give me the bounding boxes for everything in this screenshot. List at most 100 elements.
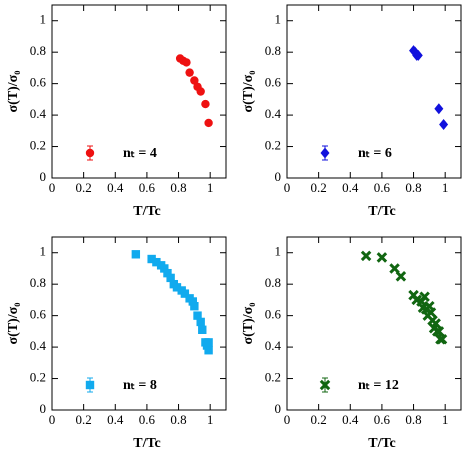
marker	[395, 271, 407, 282]
y-axis-label: σ(T)/σ₀	[6, 303, 21, 345]
marker	[360, 250, 372, 262]
x-tick-label: 0.2	[76, 412, 92, 427]
x-tick-label: 0.4	[107, 180, 124, 195]
y-axis-label: σ(T)/σ₀	[241, 71, 256, 113]
legend-label: nₜ = 8	[123, 378, 157, 393]
x-tick-label: 0.8	[405, 412, 421, 427]
y-tick-label: 0.2	[265, 138, 281, 153]
x-tick-label: 0	[49, 180, 56, 195]
y-tick-label: 0.8	[30, 275, 46, 290]
x-axis-label: T/Tc	[133, 436, 161, 451]
legend-marker	[320, 147, 330, 159]
y-tick-label: 0.4	[265, 338, 282, 353]
x-tick-label: 0.2	[76, 180, 92, 195]
plot-frame	[51, 236, 227, 411]
marker	[185, 68, 194, 77]
marker	[198, 325, 207, 334]
marker	[436, 333, 448, 345]
x-tick-label: 1	[442, 412, 449, 427]
legend-marker	[319, 379, 331, 391]
x-tick-label: 0.6	[374, 412, 391, 427]
y-tick-label: 0.8	[30, 43, 46, 58]
legend-marker	[85, 380, 95, 390]
y-tick-label: 1	[275, 12, 282, 27]
y-tick-label: 0.8	[265, 43, 281, 58]
legend-label: nₜ = 12	[358, 378, 399, 393]
marker	[190, 302, 199, 311]
x-tick-label: 1	[207, 412, 214, 427]
marker	[196, 87, 205, 96]
x-tick-label: 0.4	[342, 412, 359, 427]
x-tick-label: 1	[442, 180, 449, 195]
x-axis-label: T/Tc	[133, 204, 161, 219]
x-tick-label: 0.6	[139, 180, 156, 195]
x-tick-label: 0.6	[374, 180, 391, 195]
y-tick-label: 0.2	[265, 370, 281, 385]
y-tick-label: 0	[275, 169, 282, 184]
marker	[180, 289, 190, 298]
marker	[376, 252, 388, 263]
x-tick-label: 0	[284, 412, 291, 427]
marker	[439, 119, 449, 131]
marker	[430, 318, 441, 329]
marker	[190, 76, 199, 85]
marker	[204, 338, 213, 347]
marker	[433, 326, 445, 337]
y-tick-label: 1	[40, 244, 47, 259]
x-tick-label: 0.4	[107, 412, 124, 427]
y-tick-label: 0.6	[265, 307, 282, 322]
marker	[131, 250, 141, 259]
y-axis-label: σ(T)/σ₀	[241, 303, 256, 345]
y-tick-label: 1	[40, 12, 47, 27]
marker	[201, 99, 210, 109]
marker	[204, 118, 213, 128]
y-tick-label: 0.8	[265, 275, 281, 290]
legend-label: nₜ = 6	[358, 146, 392, 161]
marker	[152, 257, 161, 267]
y-axis-label: σ(T)/σ₀	[6, 71, 21, 113]
x-tick-label: 0.2	[311, 180, 327, 195]
plot-frame	[286, 236, 462, 411]
y-tick-label: 1	[275, 244, 282, 259]
marker	[196, 317, 205, 327]
x-tick-label: 0.2	[311, 412, 327, 427]
marker	[193, 311, 202, 320]
y-tick-label: 0.4	[265, 106, 282, 121]
y-tick-label: 0	[40, 401, 47, 416]
y-tick-label: 0	[275, 401, 282, 416]
x-axis-label: T/Tc	[368, 204, 396, 219]
marker	[204, 346, 213, 355]
x-tick-label: 0.8	[170, 412, 186, 427]
x-tick-label: 0	[284, 180, 291, 195]
x-tick-label: 0.8	[405, 180, 421, 195]
x-tick-label: 0.8	[170, 180, 186, 195]
y-tick-label: 0.6	[30, 75, 47, 90]
y-tick-label: 0.6	[265, 75, 282, 90]
legend-label: nₜ = 4	[123, 146, 157, 161]
marker	[389, 263, 400, 274]
marker	[188, 297, 197, 306]
x-tick-label: 0.6	[139, 412, 156, 427]
y-tick-label: 0	[40, 169, 47, 184]
marker	[163, 268, 172, 278]
y-tick-label: 0.6	[30, 307, 47, 322]
marker	[160, 264, 169, 273]
y-tick-label: 0.2	[30, 370, 46, 385]
x-tick-label: 0	[49, 412, 56, 427]
marker	[434, 103, 444, 115]
x-axis-label: T/Tc	[368, 436, 396, 451]
marker	[166, 273, 175, 283]
marker	[425, 307, 437, 318]
x-tick-label: 0.4	[342, 180, 359, 195]
legend-marker	[85, 148, 95, 158]
x-tick-label: 1	[207, 180, 214, 195]
y-tick-label: 0.4	[30, 106, 47, 121]
plot-frame	[286, 4, 462, 179]
y-tick-label: 0.4	[30, 338, 47, 353]
marker	[182, 58, 191, 67]
marker	[172, 283, 182, 292]
marker	[147, 254, 156, 264]
marker	[413, 49, 423, 61]
plot-frame	[51, 4, 227, 179]
